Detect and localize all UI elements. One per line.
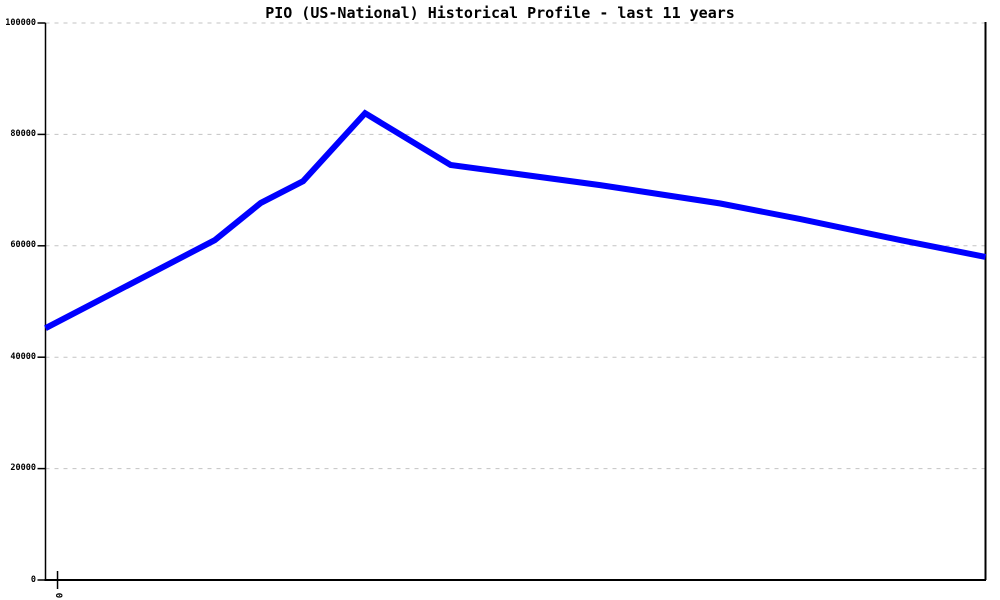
y-tick-label: 80000 (10, 128, 36, 139)
y-tick-label: 60000 (10, 240, 36, 251)
chart-title: PIO (US-National) Historical Profile - l… (265, 4, 735, 22)
y-tick-label: 40000 (10, 351, 36, 362)
x-tick-label: 0 (52, 592, 63, 599)
data-series-line (44, 109, 987, 331)
y-tick-label: 0 (30, 574, 36, 585)
y-tick-label: 100000 (5, 17, 36, 28)
y-tick-label: 20000 (10, 463, 36, 474)
